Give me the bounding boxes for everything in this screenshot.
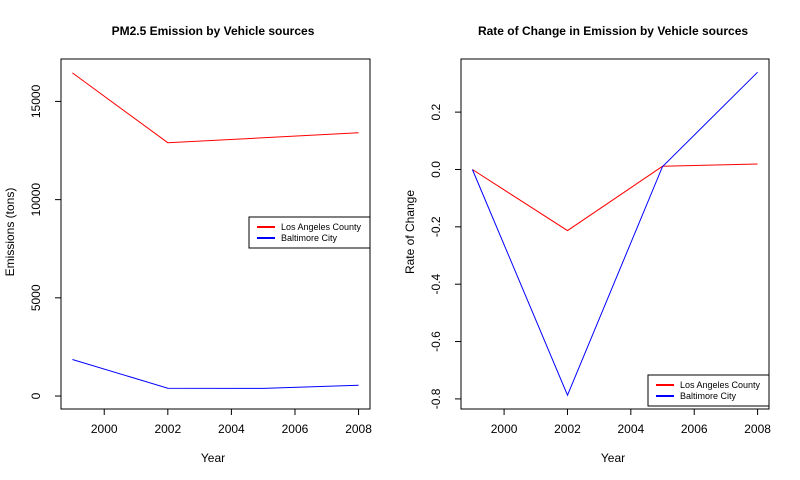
series-line — [472, 163, 758, 232]
rate-of-change-chart: Rate of Change in Emission by Vehicle so… — [403, 24, 771, 465]
y-tick-label: 0.2 — [429, 103, 443, 120]
series-line — [471, 71, 758, 397]
x-tick-label: 2000 — [91, 422, 118, 436]
emissions-chart: PM2.5 Emission by Vehicle sources Year E… — [3, 24, 372, 465]
legend-label: Baltimore City — [281, 233, 338, 243]
legend-box — [248, 216, 371, 249]
x-tick-label: 2006 — [282, 422, 309, 436]
x-tick-label: 2008 — [744, 422, 771, 436]
x-tick-label: 2004 — [218, 422, 245, 436]
series-line — [72, 72, 359, 144]
y-axis-label: Emissions (tons) — [3, 188, 17, 277]
x-tick-label: 2000 — [491, 422, 518, 436]
legend-label: Los Angeles County — [680, 380, 761, 390]
y-axis-label: Rate of Change — [403, 190, 417, 274]
chart-title: PM2.5 Emission by Vehicle sources — [112, 24, 315, 38]
x-tick-label: 2006 — [681, 422, 708, 436]
y-tick-label: -0.4 — [429, 274, 443, 295]
y-tick-label: 10000 — [29, 183, 43, 217]
y-tick-label: -0.2 — [429, 216, 443, 237]
series-line — [72, 359, 359, 389]
x-tick-label: 2002 — [554, 422, 581, 436]
x-tick-label: 2004 — [617, 422, 644, 436]
y-tick-label: -0.8 — [429, 388, 443, 409]
y-tick-label: 0.0 — [429, 161, 443, 178]
x-tick-label: 2002 — [154, 422, 181, 436]
chart-title: Rate of Change in Emission by Vehicle so… — [478, 24, 748, 38]
legend-box — [647, 374, 770, 407]
y-tick-label: 0 — [29, 392, 43, 399]
y-tick-label: 15000 — [29, 84, 43, 118]
x-tick-label: 2008 — [345, 422, 372, 436]
x-axis-label: Year — [201, 451, 225, 465]
x-axis-label: Year — [601, 451, 625, 465]
legend-label: Los Angeles County — [281, 222, 362, 232]
y-tick-label: -0.6 — [429, 331, 443, 352]
y-tick-label: 5000 — [29, 284, 43, 311]
plot-frame — [460, 58, 770, 410]
legend-label: Baltimore City — [680, 391, 737, 401]
